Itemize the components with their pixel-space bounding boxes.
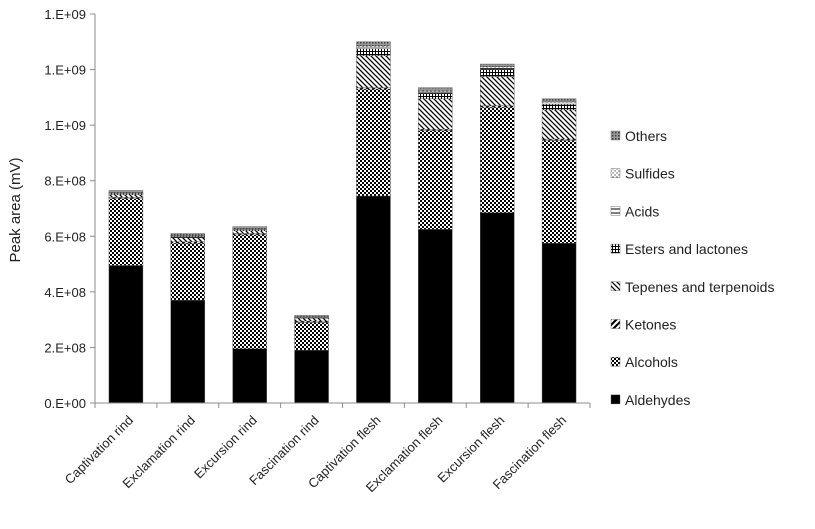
bar-segment [108, 194, 144, 198]
y-tick-label: 0.E+00 [44, 396, 86, 411]
bar-segment [294, 315, 329, 318]
legend-swatch [610, 130, 621, 141]
legend-label: Ketones [625, 317, 676, 333]
bar-segment [232, 348, 267, 404]
bar-segment [479, 69, 515, 77]
legend-label: Others [625, 128, 667, 144]
y-tick-label: 2.E+08 [44, 340, 86, 355]
bar-segment [356, 55, 391, 88]
bar-segment [479, 63, 515, 67]
bar-segment [232, 234, 267, 350]
bar-segment [356, 88, 391, 197]
bar-segment [356, 45, 391, 48]
bar-segment [170, 299, 206, 404]
bar-segment [170, 237, 206, 243]
bar-segment [418, 91, 453, 94]
y-tick-label: 1.E+09 [44, 118, 86, 133]
bar-segment [356, 41, 391, 47]
legend-label: Sulfides [625, 166, 675, 182]
bar-segment [479, 67, 515, 70]
bar-segment [356, 195, 391, 404]
bar-segment [232, 233, 267, 236]
bar-segment [170, 233, 206, 236]
legend-label: Alcohols [625, 354, 678, 370]
bar-segment [356, 87, 391, 90]
bars [108, 41, 577, 404]
bar-segment [418, 130, 453, 230]
legend-label: Esters and lactones [625, 241, 748, 257]
x-tick-label: Excursion rind [191, 413, 260, 482]
bar-segment [294, 318, 329, 322]
bar-segment [541, 101, 577, 104]
y-tick-label: 1.E+09 [44, 63, 86, 78]
bar-segment [418, 229, 453, 404]
bar-segment [418, 92, 453, 99]
bar-segment [541, 98, 577, 102]
bar-segment [418, 98, 453, 130]
bar-segment [356, 48, 391, 56]
bar-segment [108, 197, 144, 199]
bar-segment [108, 190, 144, 193]
legend-swatch [610, 357, 621, 367]
bar-segment [108, 265, 144, 404]
legend-swatch [610, 281, 621, 291]
legend-swatch [610, 319, 621, 329]
bar-segment [541, 140, 577, 244]
legend-swatch [610, 243, 621, 254]
bar-segment [294, 350, 329, 404]
legend-label: Acids [625, 203, 659, 219]
bar-segment [232, 226, 267, 229]
legend-label: Tepenes and terpenoids [625, 279, 774, 295]
y-tick-label: 6.E+08 [44, 229, 86, 244]
legend: Others Sulfides Acids Esters and lactones Te… [610, 128, 774, 408]
legend-swatch [610, 206, 621, 216]
bar-segment [541, 138, 577, 141]
y-axis-label: Peak area (mV) [7, 157, 24, 262]
bar-segment [541, 109, 577, 140]
bar-segment [541, 243, 577, 404]
bar-segment [479, 212, 515, 404]
y-axis: 0.E+00 2.E+08 4.E+08 6.E+08 8.E+08 1.E+09 1.E+… [44, 7, 96, 411]
bar-segment [541, 102, 577, 105]
y-tick-label: 8.E+08 [44, 174, 86, 189]
bar-segment [541, 104, 577, 111]
y-tick-label: 1.E+09 [44, 7, 86, 22]
bar-segment [232, 230, 267, 234]
legend-label: Aldehydes [625, 392, 690, 408]
bar-segment [479, 66, 515, 69]
bar-segment [170, 243, 206, 301]
bar-segment [294, 320, 329, 323]
bar-segment [170, 241, 206, 244]
legend-swatch [610, 394, 621, 405]
y-tick-label: 4.E+08 [44, 285, 86, 300]
bar-segment [479, 106, 515, 213]
legend-swatch [610, 168, 621, 178]
bar-segment [356, 47, 391, 49]
bar-segment [294, 322, 329, 351]
bar-segment [479, 76, 515, 106]
bar-segment [418, 87, 453, 91]
bar-segment [479, 105, 515, 108]
bar-segment [418, 90, 453, 92]
bar-segment [108, 198, 144, 266]
bar-segment [418, 129, 453, 131]
